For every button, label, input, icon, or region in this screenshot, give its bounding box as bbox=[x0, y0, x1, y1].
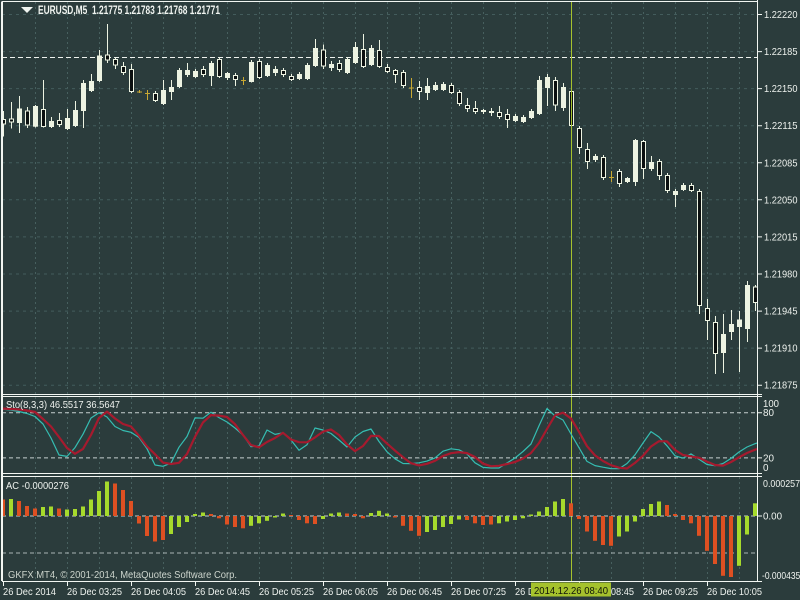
svg-text:0.00: 0.00 bbox=[763, 511, 782, 523]
svg-text:26 Dec 04:05: 26 Dec 04:05 bbox=[131, 586, 186, 598]
svg-text:1.22085: 1.22085 bbox=[764, 157, 798, 169]
svg-text:1.22185: 1.22185 bbox=[764, 46, 798, 58]
svg-text:26 Dec 09:25: 26 Dec 09:25 bbox=[643, 586, 698, 598]
svg-text:1.21875: 1.21875 bbox=[764, 380, 798, 392]
svg-text:1.22015: 1.22015 bbox=[764, 231, 798, 243]
svg-text:0: 0 bbox=[763, 462, 769, 474]
svg-text:1.22050: 1.22050 bbox=[764, 194, 798, 206]
svg-text:26 Dec 2014: 26 Dec 2014 bbox=[3, 586, 56, 598]
svg-text:80: 80 bbox=[763, 407, 774, 419]
svg-text:26 Dec 10:05: 26 Dec 10:05 bbox=[707, 586, 762, 598]
svg-text:1.22115: 1.22115 bbox=[764, 120, 798, 132]
svg-text:Sto(8,3,3) 46.5517 36.5647: Sto(8,3,3) 46.5517 36.5647 bbox=[6, 399, 120, 411]
svg-text:26 Dec 04:45: 26 Dec 04:45 bbox=[195, 586, 250, 598]
svg-text:AC -0.0000276: AC -0.0000276 bbox=[6, 480, 69, 492]
svg-text:0.0002575: 0.0002575 bbox=[763, 478, 800, 490]
svg-text:26 Dec 03:25: 26 Dec 03:25 bbox=[67, 586, 122, 598]
svg-text:2014.12.26 08:40: 2014.12.26 08:40 bbox=[534, 585, 608, 597]
svg-text:1.21980: 1.21980 bbox=[764, 269, 798, 281]
svg-text:1.22150: 1.22150 bbox=[764, 83, 798, 95]
svg-text:26 Dec 05:25: 26 Dec 05:25 bbox=[259, 586, 314, 598]
svg-text:26 Dec 06:05: 26 Dec 06:05 bbox=[323, 586, 378, 598]
svg-text:-0.0004355: -0.0004355 bbox=[762, 570, 800, 582]
svg-text:26 Dec 06:45: 26 Dec 06:45 bbox=[387, 586, 442, 598]
svg-text:1.21910: 1.21910 bbox=[764, 343, 798, 355]
svg-text:GKFX MT4, © 2001-2014, MetaQuo: GKFX MT4, © 2001-2014, MetaQuotes Softwa… bbox=[8, 569, 237, 581]
svg-text:20: 20 bbox=[763, 452, 774, 464]
svg-text:1.21945: 1.21945 bbox=[764, 306, 798, 318]
svg-text:EURUSD,M5 1.21775 1.21783 1.2: EURUSD,M5 1.21775 1.21783 1.21768 1.2177… bbox=[38, 3, 220, 17]
svg-text:26 Dec 07:25: 26 Dec 07:25 bbox=[451, 586, 506, 598]
svg-text:100: 100 bbox=[763, 398, 779, 410]
svg-text:1.22220: 1.22220 bbox=[764, 9, 798, 21]
